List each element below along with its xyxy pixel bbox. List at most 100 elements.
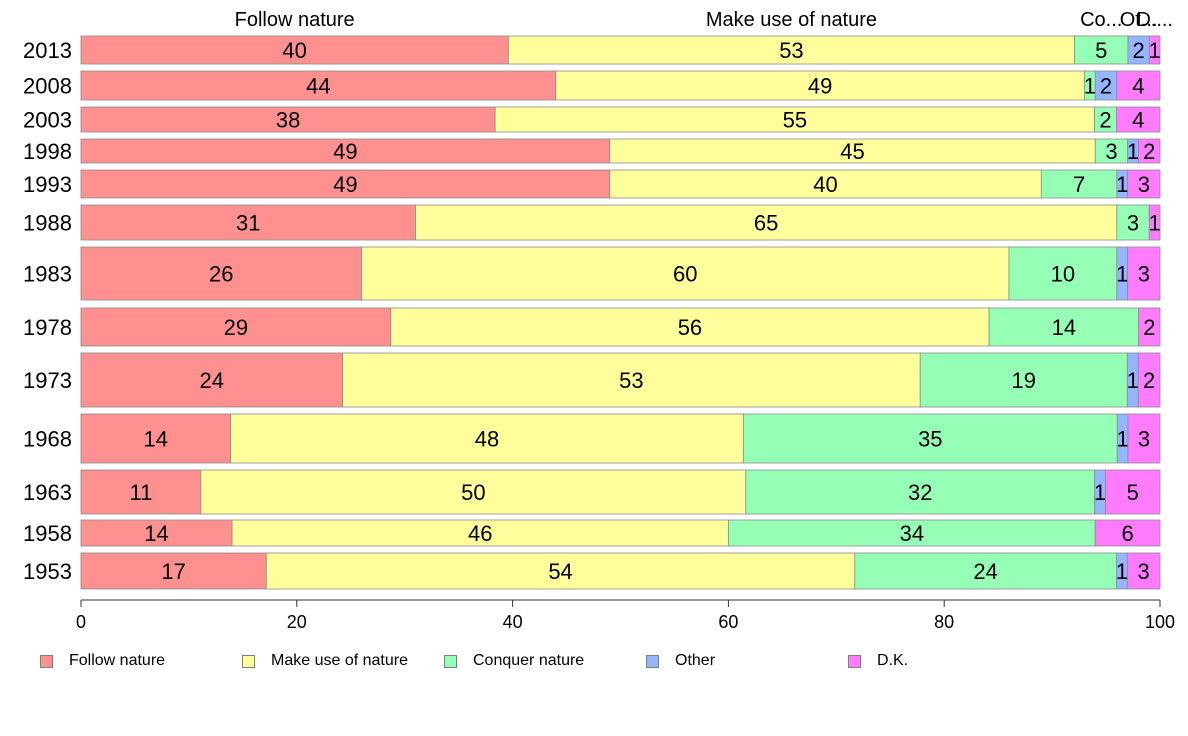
bar-conquer-nature-1988: [1116, 204, 1150, 241]
data-label-make-use-of-nature-1998: 45: [840, 139, 864, 164]
data-label-follow-nature-1983: 26: [209, 262, 233, 287]
bar-conquer-nature-1993: [1040, 169, 1118, 199]
data-label-conquer-nature-2003: 2: [1099, 108, 1111, 133]
legend-label-conquer-nature: Conquer nature: [473, 652, 585, 669]
bar-d-k-1968: [1127, 413, 1161, 464]
data-label-d-k-1978: 2: [1143, 315, 1155, 340]
bar-make-use-of-nature-1958: [231, 519, 729, 547]
legend-item-other: Other: [646, 652, 715, 670]
x-tick-label-20: 20: [287, 612, 307, 632]
data-label-conquer-nature-2008: 1: [1084, 74, 1096, 99]
data-label-d-k-1993: 3: [1138, 172, 1150, 197]
data-label-make-use-of-nature-2003: 55: [783, 108, 807, 133]
bar-make-use-of-nature-1978: [390, 307, 990, 347]
data-label-make-use-of-nature-1983: 60: [673, 262, 697, 287]
data-label-d-k-1973: 2: [1143, 368, 1155, 393]
data-label-conquer-nature-1983: 10: [1051, 262, 1075, 287]
bar-d-k-2003: [1116, 106, 1161, 133]
data-label-d-k-1998: 2: [1143, 139, 1155, 164]
legend-swatch-make-use-of-nature: [242, 654, 255, 668]
data-label-follow-nature-2008: 44: [306, 74, 330, 99]
data-label-other-1968: 1: [1116, 427, 1128, 452]
bar-follow-nature-1968: [80, 413, 231, 464]
bar-d-k-1963: [1105, 469, 1161, 515]
bar-follow-nature-1998: [80, 138, 611, 164]
x-tick-label-0: 0: [76, 612, 86, 632]
legend-swatch-other: [646, 654, 659, 668]
data-label-other-1993: 1: [1116, 172, 1128, 197]
data-label-conquer-nature-1968: 35: [918, 427, 942, 452]
y-tick-label-1978: 1978: [23, 315, 72, 340]
bar-d-k-1973: [1137, 352, 1161, 408]
top-label-follow-nature: Follow nature: [235, 9, 355, 31]
bar-conquer-nature-1968: [742, 413, 1118, 464]
y-tick-label-1998: 1998: [23, 139, 72, 164]
top-label-d-k: D....: [1136, 9, 1173, 31]
data-label-d-k-1963: 5: [1127, 480, 1139, 505]
bar-make-use-of-nature-1953: [265, 552, 856, 590]
bar-d-k-2008: [1116, 70, 1161, 101]
data-label-make-use-of-nature-1958: 46: [468, 521, 492, 546]
bar-follow-nature-2013: [80, 35, 509, 65]
data-label-follow-nature-1998: 49: [333, 139, 357, 164]
legend-item-follow-nature: Follow nature: [40, 652, 165, 670]
data-label-follow-nature-1993: 49: [333, 172, 357, 197]
y-tick-label-1958: 1958: [23, 521, 72, 546]
data-label-conquer-nature-1993: 7: [1073, 172, 1085, 197]
y-tick-label-1953: 1953: [23, 559, 72, 584]
bar-conquer-nature-2013: [1074, 35, 1129, 65]
x-tick-label-40: 40: [503, 612, 523, 632]
bar-follow-nature-1983: [80, 246, 362, 301]
bar-make-use-of-nature-2008: [555, 70, 1085, 101]
legend-label-other: Other: [675, 652, 716, 669]
top-label-make-use-of-nature: Make use of nature: [706, 9, 877, 31]
data-label-d-k-2003: 4: [1132, 108, 1144, 133]
data-label-d-k-2013: 1: [1149, 38, 1161, 63]
bar-d-k-2013: [1148, 35, 1161, 65]
data-label-make-use-of-nature-1963: 50: [461, 480, 485, 505]
bar-d-k-1993: [1127, 169, 1161, 199]
bar-conquer-nature-1953: [854, 552, 1117, 590]
data-label-d-k-2008: 4: [1132, 74, 1144, 99]
bar-make-use-of-nature-1988: [415, 204, 1118, 241]
data-label-follow-nature-1958: 14: [144, 521, 168, 546]
data-label-follow-nature-1968: 14: [144, 427, 168, 452]
data-label-d-k-1983: 3: [1138, 262, 1150, 287]
data-label-make-use-of-nature-1988: 65: [754, 211, 778, 236]
y-tick-label-1968: 1968: [23, 427, 72, 452]
bar-d-k-1998: [1138, 138, 1161, 164]
data-label-other-1973: 1: [1127, 368, 1139, 393]
data-label-conquer-nature-2013: 5: [1095, 38, 1107, 63]
y-tick-label-2013: 2013: [23, 38, 72, 63]
data-label-make-use-of-nature-2013: 53: [779, 38, 803, 63]
data-label-other-1998: 1: [1127, 139, 1139, 164]
bar-d-k-1983: [1127, 246, 1161, 301]
bar-conquer-nature-1983: [1008, 246, 1118, 301]
x-tick-label-80: 80: [934, 612, 954, 632]
top-label-conquer-nature: Co...: [1080, 9, 1122, 31]
data-label-other-2008: 2: [1100, 74, 1112, 99]
legend-swatch-dk: [848, 654, 861, 668]
y-tick-label-1993: 1993: [23, 172, 72, 197]
legend-item-make-use-of-nature: Make use of nature: [242, 652, 408, 670]
x-tick-label-60: 60: [718, 612, 738, 632]
legend-label-follow-nature: Follow nature: [69, 652, 166, 669]
data-label-conquer-nature-1953: 24: [973, 559, 997, 584]
data-label-conquer-nature-1973: 19: [1012, 368, 1036, 393]
data-label-conquer-nature-1958: 34: [900, 521, 924, 546]
data-label-conquer-nature-1963: 32: [908, 480, 932, 505]
legend-item-conquer-nature: Conquer nature: [444, 652, 584, 670]
data-label-other-1983: 1: [1116, 262, 1128, 287]
data-label-other-1963: 1: [1094, 480, 1106, 505]
data-label-follow-nature-1973: 24: [200, 368, 224, 393]
bar-follow-nature-1973: [80, 352, 343, 408]
bar-make-use-of-nature-2013: [507, 35, 1075, 65]
data-label-follow-nature-1988: 31: [236, 211, 260, 236]
legend: Follow nature Make use of nature Conquer…: [0, 652, 1188, 674]
bar-make-use-of-nature-1998: [609, 138, 1096, 164]
data-label-make-use-of-nature-1968: 48: [475, 427, 499, 452]
y-tick-label-1973: 1973: [23, 368, 72, 393]
y-tick-label-1963: 1963: [23, 480, 72, 505]
y-tick-label-1988: 1988: [23, 211, 72, 236]
